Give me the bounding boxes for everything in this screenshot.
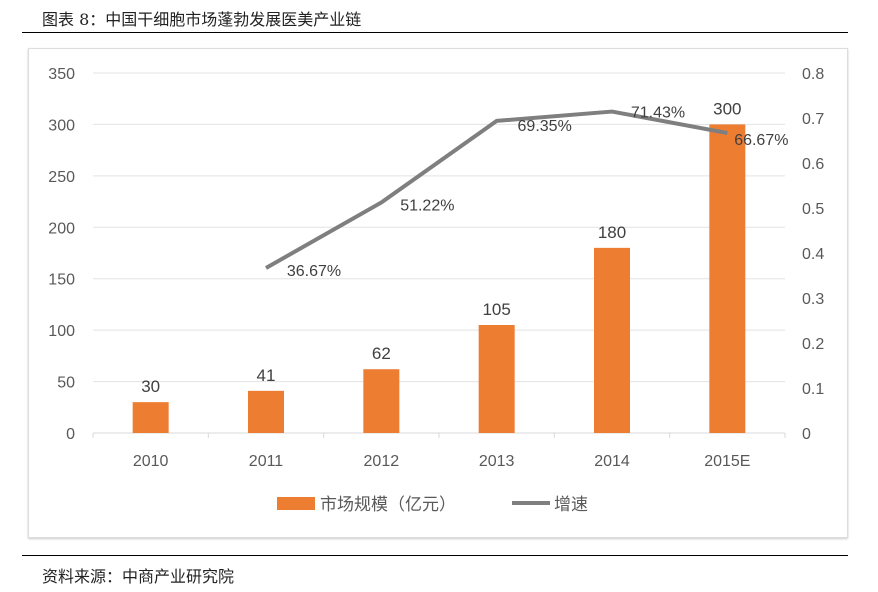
chart-frame xyxy=(28,48,848,538)
left-tick-label: 150 xyxy=(48,272,75,289)
left-tick-label: 300 xyxy=(48,117,75,134)
bar-value-label: 180 xyxy=(598,223,626,242)
right-tick-label: 0.8 xyxy=(802,66,824,83)
x-tick-label: 2012 xyxy=(364,453,400,470)
bar-value-label: 62 xyxy=(372,344,391,363)
growth-value-label: 69.35% xyxy=(518,118,572,135)
left-tick-label: 0 xyxy=(66,426,75,443)
x-tick-label: 2013 xyxy=(479,453,515,470)
bar xyxy=(132,402,169,433)
left-tick-label: 100 xyxy=(48,323,75,340)
top-rule xyxy=(22,32,848,33)
growth-value-label: 71.43% xyxy=(631,105,685,122)
bottom-rule xyxy=(22,555,848,556)
x-tick-label: 2010 xyxy=(133,453,169,470)
left-tick-label: 350 xyxy=(48,66,75,83)
left-tick-label: 250 xyxy=(48,169,75,186)
bar xyxy=(478,325,515,433)
right-tick-label: 0 xyxy=(802,426,811,443)
left-tick-label: 50 xyxy=(57,375,75,392)
right-tick-label: 0.2 xyxy=(802,336,824,353)
bar xyxy=(594,247,630,433)
bar-value-label: 105 xyxy=(482,300,510,319)
bar-value-label: 30 xyxy=(141,377,160,396)
growth-value-label: 51.22% xyxy=(400,198,454,215)
bar-value-label: 300 xyxy=(713,99,741,118)
bar xyxy=(248,390,284,433)
legend-bar-label: 市场规模（亿元） xyxy=(320,495,456,514)
bar xyxy=(709,124,746,433)
bar-value-label: 41 xyxy=(257,366,276,385)
right-tick-label: 0.7 xyxy=(802,111,824,128)
x-tick-label: 2011 xyxy=(249,453,284,470)
growth-line xyxy=(265,109,728,270)
right-tick-label: 0.6 xyxy=(802,156,824,173)
growth-value-label: 36.67% xyxy=(287,263,341,280)
x-tick-label: 2014 xyxy=(594,453,630,470)
right-tick-label: 0.3 xyxy=(802,291,824,308)
growth-value-label: 66.67% xyxy=(734,132,788,149)
bar xyxy=(363,369,400,433)
figure-title: 图表 8：中国干细胞市场蓬勃发展医美产业链 xyxy=(42,10,362,29)
right-tick-label: 0.5 xyxy=(802,201,824,218)
right-tick-label: 0.1 xyxy=(802,381,824,398)
left-tick-label: 200 xyxy=(48,220,75,237)
source-note: 资料来源：中商产业研究院 xyxy=(42,567,235,586)
right-tick-label: 0.4 xyxy=(802,246,824,263)
legend-line-label: 增速 xyxy=(554,495,588,514)
x-tick-label: 2015E xyxy=(704,453,750,470)
legend-bar-swatch xyxy=(277,497,315,510)
